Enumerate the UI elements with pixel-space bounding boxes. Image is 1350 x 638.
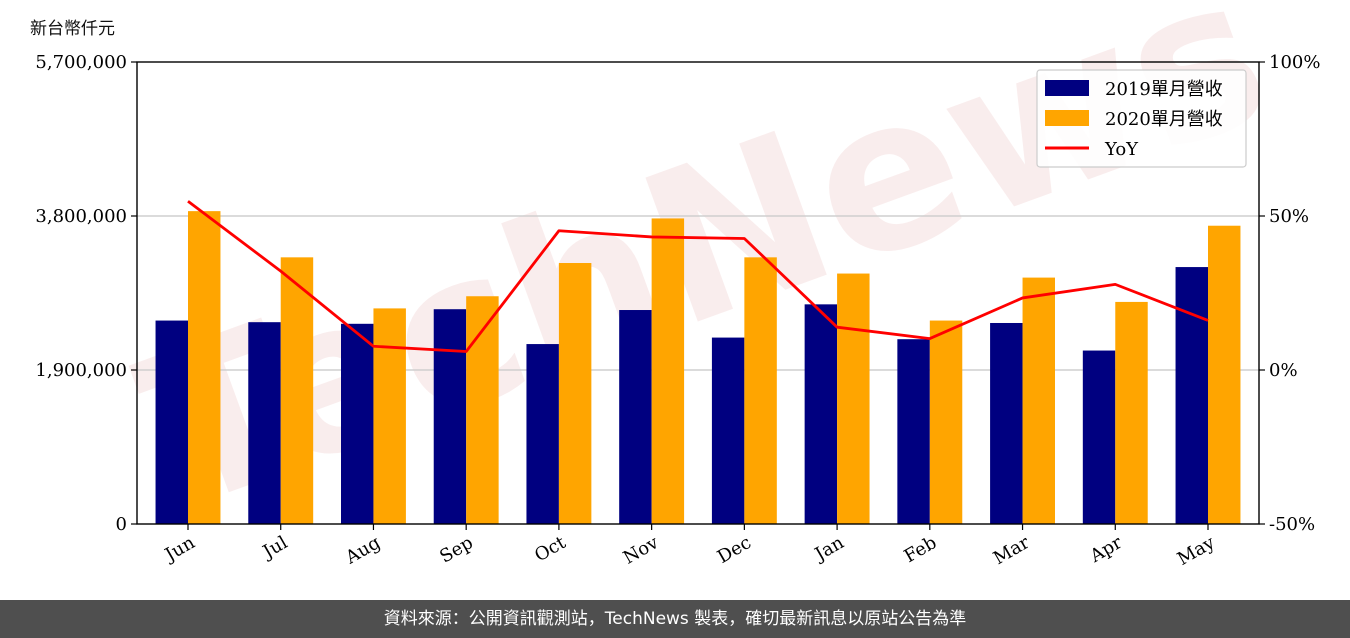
bar-2020-jul xyxy=(280,257,314,524)
legend-label-1: 2020單月營收 xyxy=(1105,109,1223,130)
bar-2020-oct xyxy=(558,263,592,524)
y-right-tick-label: -50% xyxy=(1269,514,1315,535)
x-tick-label-dec: Dec xyxy=(714,532,755,568)
bar-2020-jan xyxy=(837,273,870,524)
bar-2020-mar xyxy=(1022,277,1055,524)
y-left-tick-label: 3,800,000 xyxy=(35,206,127,227)
grid xyxy=(137,215,1259,371)
footer-source-note: 資料來源：公開資訊觀測站，TechNews 製表，確切最新訊息以原站公告為準 xyxy=(0,600,1350,638)
bar-2019-jan xyxy=(804,304,838,524)
legend-label-2: YoY xyxy=(1104,139,1139,160)
bar-2020-nov xyxy=(651,218,685,524)
bar-2019-aug xyxy=(341,323,374,524)
x-tick-label-apr: Apr xyxy=(1086,532,1126,567)
yoy-line-layer xyxy=(187,200,1209,353)
bar-2019-apr xyxy=(1082,350,1116,524)
x-tick-label-mar: Mar xyxy=(990,532,1034,569)
y-right-tick-label: 0% xyxy=(1269,360,1298,381)
bar-2020-sep xyxy=(466,296,499,524)
legend-box xyxy=(1036,69,1247,168)
y-left-tick-label: 5,700,000 xyxy=(35,52,127,73)
bar-2019-jul xyxy=(248,322,281,524)
y-axis-unit-label: 新台幣仟元 xyxy=(30,19,115,39)
bar-2020-dec xyxy=(744,257,777,524)
y-left-tick-label: 1,900,000 xyxy=(35,360,127,381)
x-tick-label-feb: Feb xyxy=(901,532,941,567)
x-tick-label-jan: Jan xyxy=(810,532,848,566)
bar-2019-may xyxy=(1175,267,1208,524)
x-tick-label-oct: Oct xyxy=(531,532,570,567)
x-tick-label-jul: Jul xyxy=(258,532,292,564)
x-tick-label-nov: Nov xyxy=(620,532,663,569)
yoy-line xyxy=(187,200,1209,353)
y-right-tick-label: 100% xyxy=(1269,52,1320,73)
bar-2020-jun xyxy=(188,211,221,524)
bar-2019-feb xyxy=(897,339,930,524)
x-tick-label-sep: Sep xyxy=(436,532,476,567)
legend-label-0: 2019單月營收 xyxy=(1105,79,1223,100)
bar-2019-oct xyxy=(526,344,559,524)
x-tick-label-may: May xyxy=(1174,532,1219,570)
revenue-yoy-chart: TechNews 01,900,0003,800,0005,700,000-50… xyxy=(35,0,1320,570)
bar-2019-jun xyxy=(155,320,188,524)
bar-2019-mar xyxy=(990,322,1023,524)
bar-2020-feb xyxy=(929,320,963,524)
bar-2019-nov xyxy=(619,310,652,524)
bar-2020-apr xyxy=(1115,301,1148,524)
y-right-tick-label: 50% xyxy=(1269,206,1309,227)
bar-2020-aug xyxy=(373,308,406,524)
legend-swatch-1 xyxy=(1045,110,1089,126)
bar-2019-sep xyxy=(433,309,467,524)
y-left-tick-label: 0 xyxy=(116,514,127,535)
x-tick-label-aug: Aug xyxy=(341,532,384,569)
bars xyxy=(155,211,1241,524)
bar-2019-dec xyxy=(711,337,745,524)
bar-2020-may xyxy=(1208,225,1241,524)
legend: 2019單月營收 2020單月營收 YoY xyxy=(1036,69,1247,168)
legend-swatch-0 xyxy=(1045,80,1089,96)
plot-frame xyxy=(136,61,1260,525)
